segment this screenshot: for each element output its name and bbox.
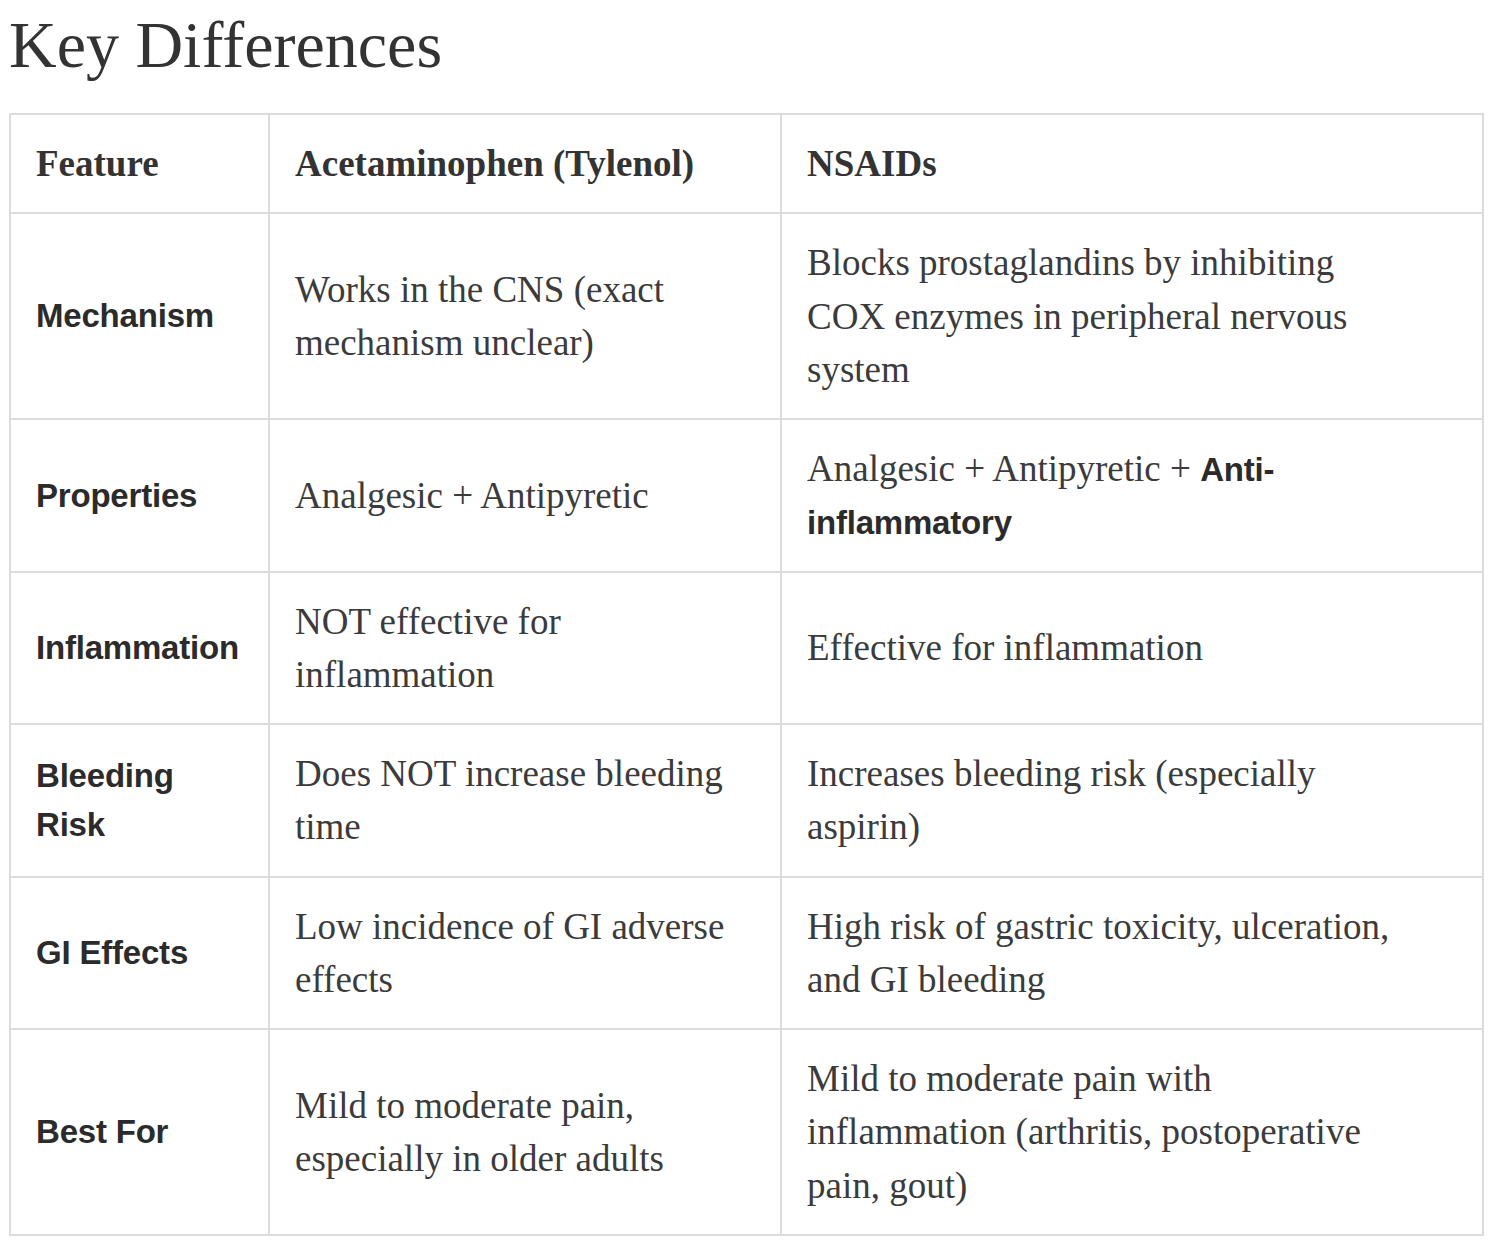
table-row-bleeding-risk: Bleeding Risk Does NOT increase bleeding…	[10, 724, 1483, 877]
cell-text: Blocks prostaglandins by inhibiting COX …	[807, 236, 1407, 396]
cell-inflammation-acetaminophen: NOT effective for inflammation	[269, 572, 781, 725]
cell-text: Analgesic + Antipyretic	[295, 469, 735, 522]
cell-best-for-acetaminophen: Mild to moderate pain, especially in old…	[269, 1029, 781, 1235]
row-label-bleeding-risk: Bleeding Risk	[10, 724, 269, 877]
table-row-gi-effects: GI Effects Low incidence of GI adverse e…	[10, 877, 1483, 1030]
page-title: Key Differences	[9, 0, 1483, 90]
cell-gi-effects-acetaminophen: Low incidence of GI adverse effects	[269, 877, 781, 1030]
cell-inflammation-nsaids: Effective for inflammation	[781, 572, 1483, 725]
cell-text: Does NOT increase bleeding time	[295, 747, 735, 854]
cell-text: Analgesic + Antipyretic + Anti-inflammat…	[807, 442, 1407, 549]
cell-text: Mild to moderate pain, especially in old…	[295, 1079, 735, 1186]
header-row: Feature Acetaminophen (Tylenol) NSAIDs	[10, 114, 1483, 213]
cell-bleeding-risk-nsaids: Increases bleeding risk (especially aspi…	[781, 724, 1483, 877]
page: Key Differences Feature Acetaminophen (T…	[0, 0, 1492, 1236]
cell-mechanism-nsaids: Blocks prostaglandins by inhibiting COX …	[781, 213, 1483, 419]
cell-bleeding-risk-acetaminophen: Does NOT increase bleeding time	[269, 724, 781, 877]
table-body: Mechanism Works in the CNS (exact mechan…	[10, 213, 1483, 1235]
cell-properties-nsaids: Analgesic + Antipyretic + Anti-inflammat…	[781, 419, 1483, 572]
table-row-mechanism: Mechanism Works in the CNS (exact mechan…	[10, 213, 1483, 419]
column-header-feature: Feature	[10, 114, 269, 213]
cell-text-regular: Analgesic + Antipyretic +	[807, 448, 1200, 489]
cell-text: Effective for inflammation	[807, 621, 1407, 674]
row-label-mechanism: Mechanism	[10, 213, 269, 419]
cell-text: Low incidence of GI adverse effects	[295, 900, 735, 1007]
table-row-properties: Properties Analgesic + Antipyretic Analg…	[10, 419, 1483, 572]
cell-text: Works in the CNS (exact mechanism unclea…	[295, 263, 735, 370]
table-row-inflammation: Inflammation NOT effective for inflammat…	[10, 572, 1483, 725]
cell-text: NOT effective for inflammation	[295, 595, 735, 702]
column-header-nsaids: NSAIDs	[781, 114, 1483, 213]
row-label-properties: Properties	[10, 419, 269, 572]
row-label-best-for: Best For	[10, 1029, 269, 1235]
cell-text: Increases bleeding risk (especially aspi…	[807, 747, 1407, 854]
row-label-inflammation: Inflammation	[10, 572, 269, 725]
comparison-table: Feature Acetaminophen (Tylenol) NSAIDs M…	[9, 113, 1484, 1236]
cell-text: High risk of gastric toxicity, ulceratio…	[807, 900, 1407, 1007]
cell-gi-effects-nsaids: High risk of gastric toxicity, ulceratio…	[781, 877, 1483, 1030]
cell-properties-acetaminophen: Analgesic + Antipyretic	[269, 419, 781, 572]
cell-best-for-nsaids: Mild to moderate pain with inflammation …	[781, 1029, 1483, 1235]
row-label-gi-effects: GI Effects	[10, 877, 269, 1030]
cell-text: Mild to moderate pain with inflammation …	[807, 1052, 1407, 1212]
table-header: Feature Acetaminophen (Tylenol) NSAIDs	[10, 114, 1483, 213]
cell-mechanism-acetaminophen: Works in the CNS (exact mechanism unclea…	[269, 213, 781, 419]
column-header-acetaminophen: Acetaminophen (Tylenol)	[269, 114, 781, 213]
table-row-best-for: Best For Mild to moderate pain, especial…	[10, 1029, 1483, 1235]
